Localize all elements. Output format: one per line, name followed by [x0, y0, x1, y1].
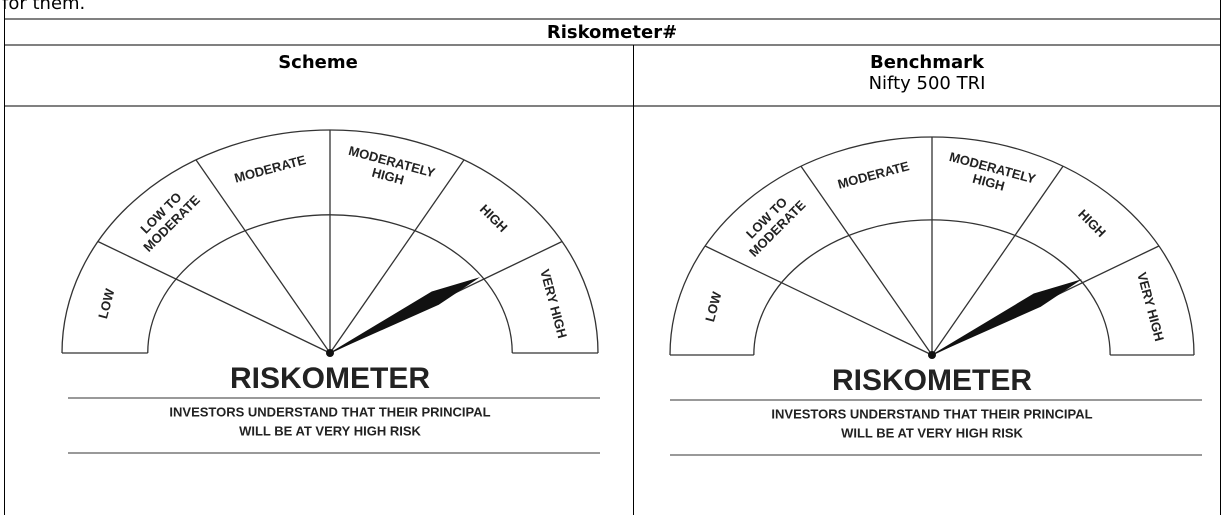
divider: [97, 240, 331, 354]
column-heading: Scheme: [278, 52, 358, 73]
level-label: VERY HIGH: [537, 268, 570, 340]
needle-hub: [326, 349, 334, 357]
needle: [928, 279, 1083, 357]
top-text: for them.: [2, 0, 85, 14]
column-heading: Benchmark: [870, 52, 985, 73]
divider: [931, 165, 1064, 356]
column-subheading: Nifty 500 TRI: [869, 73, 986, 94]
level-label: LOW: [95, 286, 118, 320]
riskometer-title: RISKOMETER: [230, 362, 430, 395]
caption: INVESTORS UNDERSTAND THAT THEIR PRINCIPA…: [169, 404, 490, 419]
caption: INVESTORS UNDERSTAND THAT THEIR PRINCIPA…: [771, 406, 1092, 421]
divider: [800, 165, 933, 356]
level-label: VERY HIGH: [1134, 271, 1167, 343]
level-label: HIGH: [477, 201, 511, 235]
level-label: LOW: [702, 289, 725, 323]
needle: [326, 277, 481, 355]
needle-hub: [928, 351, 936, 359]
level-label: MODERATE: [836, 158, 911, 192]
table-title: Riskometer#: [547, 22, 677, 43]
divider: [329, 159, 465, 354]
caption: WILL BE AT VERY HIGH RISK: [841, 425, 1023, 440]
level-label: HIGH: [1075, 206, 1109, 240]
divider: [704, 245, 933, 356]
caption: WILL BE AT VERY HIGH RISK: [239, 423, 421, 438]
divider: [195, 159, 331, 354]
level-label: MODERATE: [233, 152, 308, 186]
riskometer-title: RISKOMETER: [832, 364, 1032, 397]
